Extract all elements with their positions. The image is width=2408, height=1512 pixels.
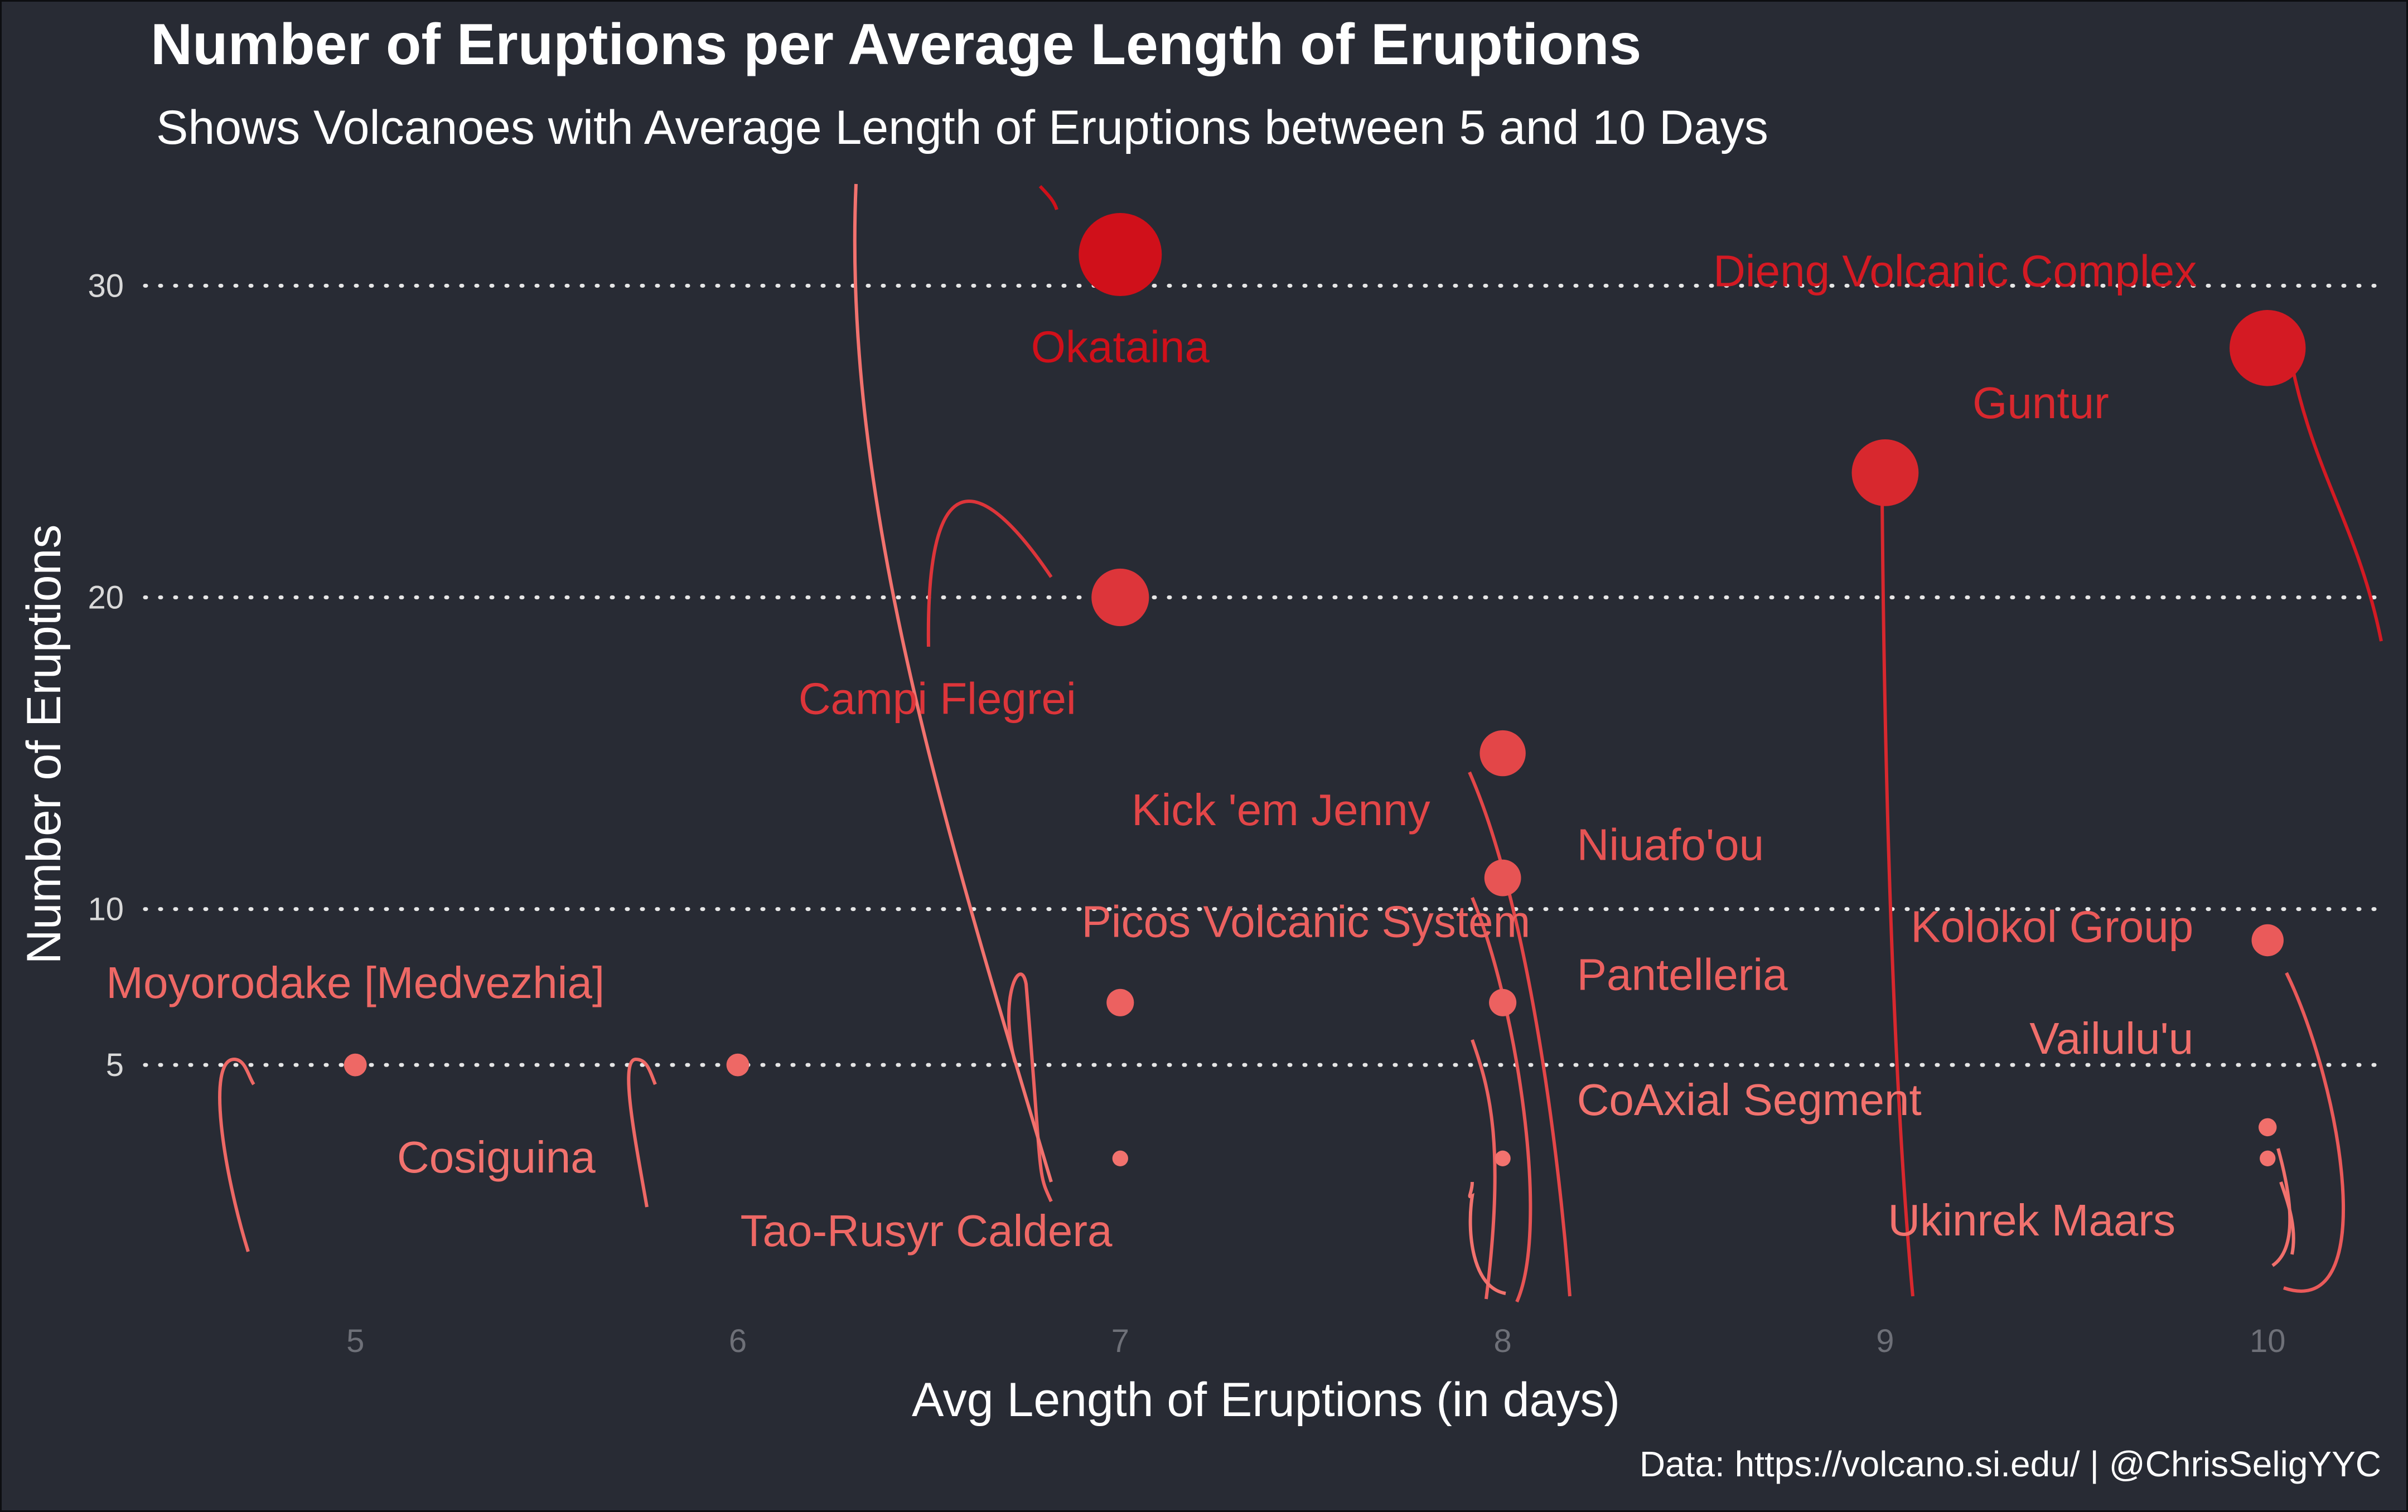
point-labels: Okataina Dieng Volcanic Complex Guntur Camp… [106,246,2197,1256]
leader-cosiguina [853,183,1053,1183]
label-pantelleria: Pantelleria [1577,949,1788,999]
leader-moyorodake-medvezhia [218,1057,255,1252]
label-vailulu-u: Vailulu'u [2029,1014,2193,1063]
leader-kick-em-jenny [1468,771,1572,1297]
point-pantelleria [1489,988,1517,1016]
chart-caption: Data: https://volcano.si.edu/ | @ChrisSe… [1640,1444,2381,1484]
label-leaders [218,183,2383,1303]
point-kolokol-group [2251,924,2284,957]
x-tick-label-5: 5 [346,1323,364,1359]
leader-pantelleria [1471,1039,1497,1300]
label-tao-rusyr-caldera: Tao-Rusyr Caldera [741,1206,1113,1256]
y-tick-label-30: 30 [88,268,124,304]
label-coaxial-segment: CoAxial Segment [1577,1075,1922,1125]
leader-coaxial-segment [1468,1181,1506,1295]
label-moyorodake-medvezhia: Moyorodake [Medvezhia] [106,958,605,1007]
label-picos-volcanic-system: Picos Volcanic System [1081,896,1530,946]
y-tick-label-20: 20 [88,580,124,616]
x-axis-title: Avg Length of Eruptions (in days) [912,1373,1620,1427]
x-tick-label-7: 7 [1111,1323,1129,1359]
x-tick-label-6: 6 [729,1323,747,1359]
data-points [344,213,2306,1166]
point-campi-flegrei [1091,568,1149,627]
chart-title: Number of Eruptions per Average Length o… [151,12,1641,77]
y-tick-label-10: 10 [88,891,124,928]
label-ukinrek-maars: Ukinrek Maars [1888,1195,2175,1245]
leader-tao-rusyr-caldera [627,1057,657,1208]
label-campi-flegrei: Campi Flegrei [799,674,1076,724]
point-picos-volcanic-system [1106,988,1134,1016]
point-kick-em-jenny [1479,730,1526,777]
point-okataina [1079,213,1162,297]
leader-kolokol-group [2283,972,2346,1293]
point-guntur [1851,439,1919,506]
label-okataina: Okataina [1031,322,1210,372]
leader-campi-flegrei [926,500,1053,647]
x-tick-label-10: 10 [2250,1323,2286,1359]
leader-ukinrek-maars [2279,1181,2295,1255]
y-axis-title: Number of Eruptions [17,525,71,965]
point-coaxial-segment [1495,1150,1511,1166]
label-kolokol-group: Kolokol Group [1911,902,2193,951]
x-tick-label-9: 9 [1876,1323,1894,1359]
leader-niuafo-ou [1471,896,1532,1303]
point-dieng-volcanic-complex [2230,310,2306,386]
point-ukinrek-maars [2260,1150,2276,1166]
leader-dieng-volcanic-complex [2290,365,2383,642]
label-cosiguina: Cosiguina [397,1132,596,1182]
point-moyorodake-medvezhia [344,1053,367,1077]
axis-ticks: 5 10 20 30 5 6 7 8 9 10 [88,268,2285,1359]
point-niuafo-ou [1484,859,1521,896]
leader-picos-volcanic-system [1007,972,1053,1203]
point-cosiguina [1112,1150,1128,1166]
leader-okataina [1038,185,1058,210]
point-vailulu-u [2259,1118,2277,1137]
label-kick-em-jenny: Kick 'em Jenny [1132,785,1430,835]
label-guntur: Guntur [1972,378,2109,428]
chart-subtitle: Shows Volcanoes with Average Length of E… [156,101,1768,154]
leader-guntur [1880,496,1914,1297]
point-tao-rusyr-caldera [726,1053,750,1077]
leader-vailulu-u [2271,1148,2292,1267]
y-tick-label-5: 5 [106,1047,124,1083]
x-tick-label-8: 8 [1493,1323,1511,1359]
label-niuafo-ou: Niuafo'ou [1577,820,1764,870]
label-dieng-volcanic-complex: Dieng Volcanic Complex [1713,246,2197,295]
